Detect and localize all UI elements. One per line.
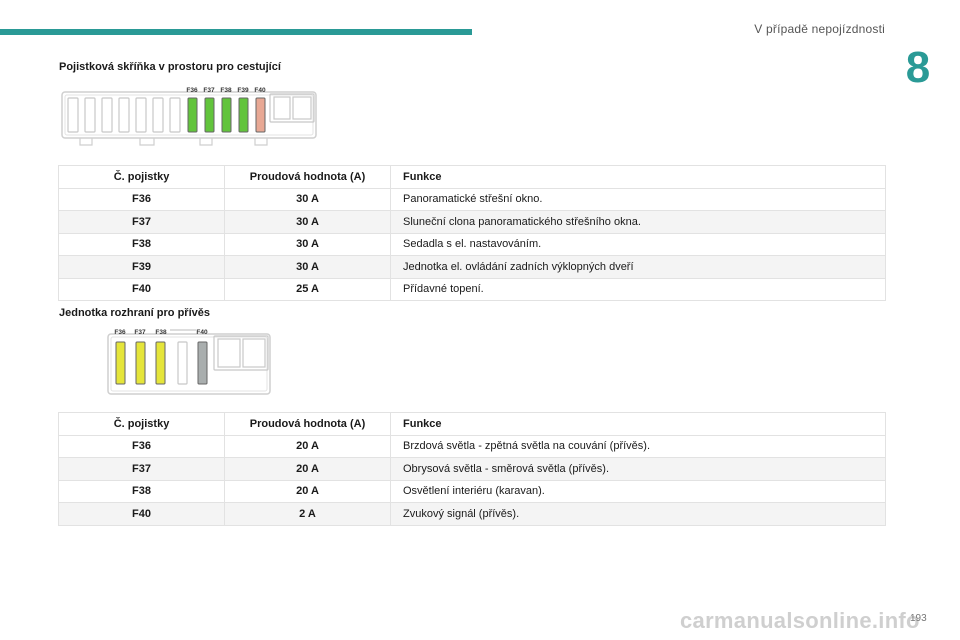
page-header-title: V případě nepojízdnosti bbox=[754, 22, 885, 36]
header-accent-bar bbox=[0, 29, 472, 35]
passenger-fuse-table: Č. pojistky Proudová hodnota (A) Funkce … bbox=[58, 165, 886, 301]
connector-tab bbox=[139, 138, 155, 146]
diagram-label-f40: F40 bbox=[196, 329, 208, 336]
relay bbox=[273, 96, 291, 120]
interface-inner-outline bbox=[110, 336, 268, 392]
fuse-f39 bbox=[238, 97, 249, 133]
diagram-label-f38: F38 bbox=[220, 87, 232, 94]
relay bbox=[217, 338, 241, 368]
table-row: F38 30 A Sedadla s el. nastavováním. bbox=[58, 232, 886, 256]
header-current-rating: Proudová hodnota (A) bbox=[224, 165, 391, 189]
current-rating: 30 A bbox=[224, 255, 391, 279]
header-fuse-number: Č. pojistky bbox=[58, 165, 225, 189]
fuse-function: Jednotka el. ovládání zadních výklopných… bbox=[390, 255, 886, 279]
table-header-row: Č. pojistky Proudová hodnota (A) Funkce bbox=[58, 412, 886, 436]
current-rating: 20 A bbox=[224, 434, 391, 458]
diagram-label-f37: F37 bbox=[203, 87, 215, 94]
fuse-function: Zvukový signál (přívěs). bbox=[390, 502, 886, 526]
relay bbox=[242, 338, 266, 368]
current-rating: 2 A bbox=[224, 502, 391, 526]
relay bbox=[292, 96, 312, 120]
fuse-number: F37 bbox=[58, 457, 225, 481]
fuse-function: Sluneční clona panoramatického střešního… bbox=[390, 210, 886, 234]
connector-tab bbox=[199, 138, 213, 146]
fuse-function: Přídavné topení. bbox=[390, 277, 886, 301]
fuse-number: F37 bbox=[58, 210, 225, 234]
fusebox-inner-outline bbox=[64, 94, 314, 136]
fuse-slot bbox=[67, 97, 79, 133]
fuse-f37 bbox=[135, 341, 146, 385]
section-title-passenger-fusebox: Pojistková skříňka v prostoru pro cestuj… bbox=[59, 61, 281, 73]
table-row: F40 2 A Zvukový signál (přívěs). bbox=[58, 502, 886, 526]
relay-block bbox=[269, 93, 315, 123]
header-function: Funkce bbox=[390, 412, 886, 436]
trailer-interface-diagram: F36 F37 F38 F40 bbox=[107, 329, 271, 395]
fuse-function: Sedadla s el. nastavováním. bbox=[390, 232, 886, 256]
current-rating: 30 A bbox=[224, 232, 391, 256]
diagram-label-f38: F38 bbox=[155, 329, 167, 336]
diagram-label-f36: F36 bbox=[186, 87, 198, 94]
fuse-slot bbox=[169, 97, 181, 133]
fusebox-outline bbox=[61, 91, 317, 139]
trailer-fuse-table: Č. pojistky Proudová hodnota (A) Funkce … bbox=[58, 412, 886, 526]
fuse-number: F36 bbox=[58, 434, 225, 458]
fuse-f36 bbox=[115, 341, 126, 385]
passenger-fusebox-diagram: F36 F37 F38 F39 F40 bbox=[61, 87, 317, 146]
fuse-number: F39 bbox=[58, 255, 225, 279]
relay-block bbox=[213, 335, 269, 371]
fuse-number: F40 bbox=[58, 502, 225, 526]
fuse-slot bbox=[152, 97, 164, 133]
fuse-number: F36 bbox=[58, 187, 225, 211]
fuse-number: F38 bbox=[58, 232, 225, 256]
chapter-number: 8 bbox=[905, 43, 931, 92]
section-title-trailer-interface: Jednotka rozhraní pro přívěs bbox=[59, 307, 210, 319]
connector-tab bbox=[79, 138, 93, 146]
fuse-f37 bbox=[204, 97, 215, 133]
fuse-number: F38 bbox=[58, 479, 225, 503]
connector-tab bbox=[254, 138, 268, 146]
fuse-function: Panoramatické střešní okno. bbox=[390, 187, 886, 211]
table-row: F36 20 A Brzdová světla - zpětná světla … bbox=[58, 434, 886, 458]
table-row: F36 30 A Panoramatické střešní okno. bbox=[58, 187, 886, 211]
diagram-label-f40: F40 bbox=[254, 87, 266, 94]
header-function: Funkce bbox=[390, 165, 886, 189]
watermark: carmanualsonline.info bbox=[680, 608, 920, 633]
fuse-f38 bbox=[155, 341, 166, 385]
current-rating: 20 A bbox=[224, 457, 391, 481]
fuse-function: Brzdová světla - zpětná světla na couván… bbox=[390, 434, 886, 458]
header-current-rating: Proudová hodnota (A) bbox=[224, 412, 391, 436]
current-rating: 25 A bbox=[224, 277, 391, 301]
fuse-slot-empty bbox=[177, 341, 188, 385]
table-row: F40 25 A Přídavné topení. bbox=[58, 277, 886, 301]
fuse-slot bbox=[101, 97, 113, 133]
table-row: F37 20 A Obrysová světla - směrová světl… bbox=[58, 457, 886, 481]
diagram-label-f39: F39 bbox=[237, 87, 249, 94]
table-header-row: Č. pojistky Proudová hodnota (A) Funkce bbox=[58, 165, 886, 189]
table-row: F37 30 A Sluneční clona panoramatického … bbox=[58, 210, 886, 234]
diagram-label-f37: F37 bbox=[134, 329, 146, 336]
fuse-f40 bbox=[255, 97, 266, 133]
current-rating: 30 A bbox=[224, 210, 391, 234]
fuse-f36 bbox=[187, 97, 198, 133]
fuse-number: F40 bbox=[58, 277, 225, 301]
fuse-f38 bbox=[221, 97, 232, 133]
fuse-slot bbox=[135, 97, 147, 133]
table-row: F39 30 A Jednotka el. ovládání zadních v… bbox=[58, 255, 886, 279]
header-fuse-number: Č. pojistky bbox=[58, 412, 225, 436]
fuse-function: Obrysová světla - směrová světla (přívěs… bbox=[390, 457, 886, 481]
current-rating: 20 A bbox=[224, 479, 391, 503]
table-row: F38 20 A Osvětlení interiéru (karavan). bbox=[58, 479, 886, 503]
fuse-slot bbox=[84, 97, 96, 133]
fuse-f40 bbox=[197, 341, 208, 385]
fuse-slot bbox=[118, 97, 130, 133]
fuse-function: Osvětlení interiéru (karavan). bbox=[390, 479, 886, 503]
diagram-label-f36: F36 bbox=[114, 329, 126, 336]
interface-outline bbox=[107, 333, 271, 395]
page-number: 193 bbox=[910, 613, 927, 624]
current-rating: 30 A bbox=[224, 187, 391, 211]
